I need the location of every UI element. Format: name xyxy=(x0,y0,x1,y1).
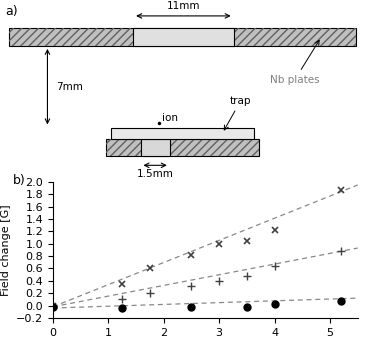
Bar xyxy=(9,28,356,46)
Bar xyxy=(106,139,259,156)
Text: 11mm: 11mm xyxy=(167,1,200,12)
Bar xyxy=(133,28,234,46)
Text: Nb plates: Nb plates xyxy=(270,40,320,85)
Text: trap: trap xyxy=(224,96,251,130)
Text: 7mm: 7mm xyxy=(57,82,84,92)
Text: 1.5mm: 1.5mm xyxy=(137,169,174,179)
Bar xyxy=(106,139,259,156)
Bar xyxy=(111,128,254,139)
Text: ion: ion xyxy=(162,113,178,122)
Bar xyxy=(141,139,170,156)
Text: b): b) xyxy=(13,174,26,187)
Text: a): a) xyxy=(5,5,18,18)
Bar xyxy=(9,28,356,46)
Y-axis label: Field change [G]: Field change [G] xyxy=(0,204,11,296)
